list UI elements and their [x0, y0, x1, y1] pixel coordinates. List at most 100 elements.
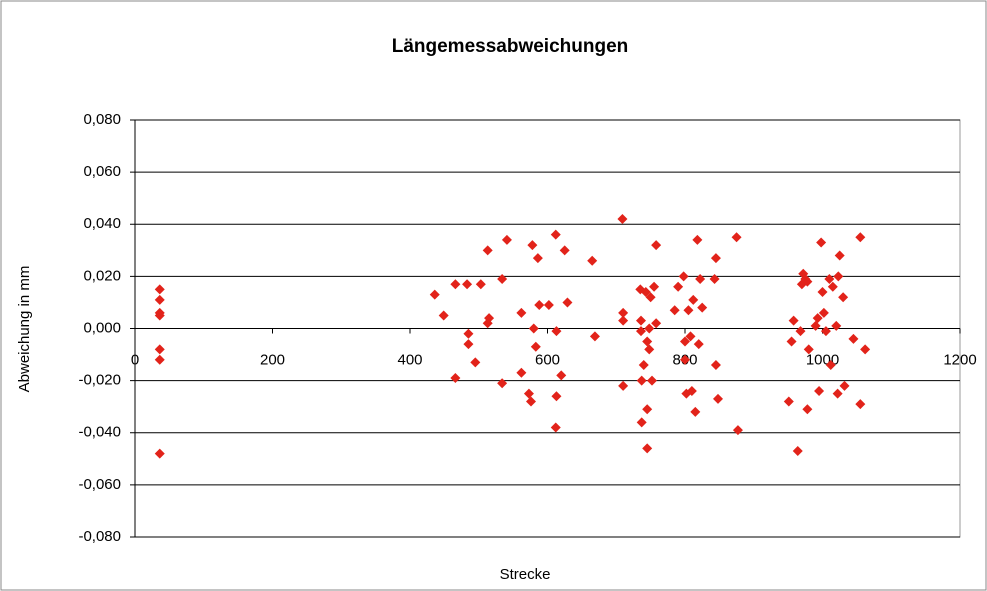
data-point: [802, 404, 813, 415]
y-tick-label: 0,040: [83, 215, 121, 232]
data-point: [839, 380, 850, 391]
data-point: [692, 234, 703, 245]
data-point: [532, 253, 543, 264]
data-point: [645, 292, 656, 303]
data-point: [795, 326, 806, 337]
data-point: [534, 300, 545, 311]
data-point: [690, 406, 701, 417]
data-point: [824, 273, 835, 284]
data-point: [812, 313, 823, 324]
data-point: [470, 357, 481, 368]
data-point: [713, 393, 723, 404]
data-point: [154, 354, 165, 365]
data-point: [710, 359, 721, 370]
data-point: [463, 328, 474, 339]
data-point: [678, 271, 689, 282]
data-point: [638, 359, 649, 370]
data-point: [642, 404, 653, 415]
data-point: [516, 307, 527, 318]
y-tick-label: 0,060: [83, 163, 121, 180]
data-point: [709, 273, 720, 284]
data-point: [647, 375, 657, 386]
data-point: [803, 344, 814, 355]
data-point: [154, 344, 165, 355]
data-point: [710, 253, 721, 264]
data-point: [482, 245, 493, 256]
data-point: [429, 289, 440, 300]
y-tick-label: 0,080: [83, 111, 121, 128]
x-tick-label: 0: [131, 351, 139, 368]
data-point: [636, 375, 647, 386]
data-point: [685, 331, 696, 342]
data-point: [463, 339, 474, 350]
data-point: [644, 323, 655, 334]
data-point: [834, 250, 845, 261]
data-point: [855, 399, 866, 410]
data-point: [636, 315, 646, 326]
data-point: [438, 310, 449, 321]
y-axis-label: Abweichung in mm: [16, 266, 33, 393]
data-point: [484, 313, 495, 324]
data-point: [527, 240, 538, 251]
data-point: [695, 273, 706, 284]
data-point: [848, 333, 859, 344]
data-point: [154, 294, 165, 305]
data-point: [497, 273, 508, 284]
data-point: [831, 320, 842, 331]
y-tick-label: -0,060: [78, 476, 121, 493]
data-point: [617, 214, 628, 225]
data-point: [526, 396, 536, 407]
data-point: [688, 294, 699, 305]
x-tick-label: 400: [397, 351, 422, 368]
y-tick-label: 0,020: [83, 267, 121, 284]
data-point: [802, 276, 813, 287]
data-point: [550, 229, 561, 240]
data-point: [528, 323, 539, 334]
data-point: [640, 287, 651, 298]
data-point: [833, 271, 844, 282]
data-point: [462, 279, 473, 290]
data-point: [154, 310, 165, 321]
data-point: [543, 300, 554, 311]
data-point: [838, 292, 849, 303]
x-tick-label: 200: [260, 351, 285, 368]
data-point: [516, 367, 527, 378]
data-point: [523, 388, 534, 399]
data-point: [669, 305, 680, 316]
data-point: [783, 396, 794, 407]
data-point: [825, 359, 836, 370]
data-point: [501, 234, 512, 245]
data-point: [551, 326, 562, 337]
data-point: [693, 339, 704, 350]
data-point: [651, 240, 662, 251]
x-axis-label: Strecke: [500, 566, 551, 583]
data-point: [562, 297, 573, 308]
data-point: [497, 378, 508, 389]
data-point: [680, 354, 690, 365]
data-point: [530, 341, 541, 352]
data-point: [827, 281, 838, 292]
data-point: [556, 370, 567, 381]
data-point: [618, 380, 629, 391]
data-point: [860, 344, 871, 355]
data-point: [786, 336, 797, 347]
data-point: [855, 232, 866, 243]
x-tick-label: 1200: [943, 351, 976, 368]
data-point: [817, 287, 828, 298]
data-point: [450, 373, 461, 384]
data-point: [697, 302, 708, 313]
data-point: [551, 391, 562, 402]
data-point: [450, 279, 461, 290]
data-point: [814, 386, 825, 397]
data-point: [651, 318, 662, 329]
data-point: [810, 320, 821, 331]
data-point: [683, 305, 694, 316]
data-point: [686, 386, 697, 397]
y-tick-label: -0,080: [78, 528, 121, 545]
data-point: [550, 422, 561, 433]
data-point: [649, 281, 660, 292]
data-point: [792, 445, 803, 456]
data-point: [820, 326, 831, 337]
data-point: [642, 336, 653, 347]
